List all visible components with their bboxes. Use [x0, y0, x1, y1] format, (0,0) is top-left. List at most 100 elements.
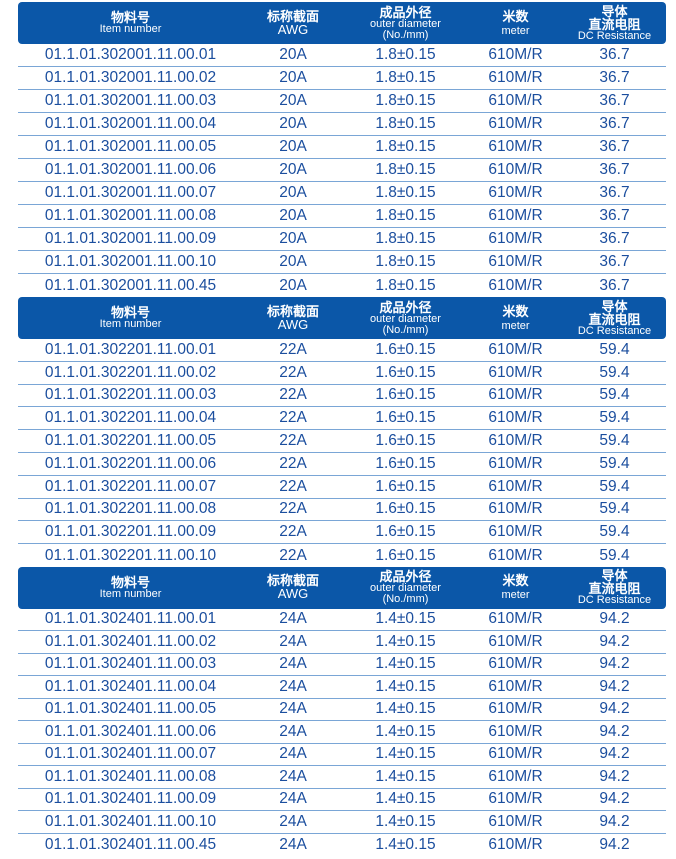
cell-meter: 610M/R [488, 790, 543, 808]
cell-outer-diameter: 1.6±0.15 [375, 523, 436, 541]
cell-awg: 20A [279, 277, 307, 294]
table-row: 01.1.01.302201.11.00.07 22A 1.6±0.15 610M/R… [18, 476, 666, 499]
cell-meter: 610M/R [488, 610, 543, 628]
cell-meter: 610M/R [488, 46, 543, 63]
cell-meter: 610M/R [488, 230, 543, 247]
cell-item-number: 01.1.01.302001.11.00.02 [44, 69, 217, 86]
cell-dc-resistance: 94.2 [599, 790, 630, 808]
header-awg: 标称截面 AWG [266, 303, 319, 332]
table-row: 01.1.01.302401.11.00.08 24A 1.4±0.15 610M/R… [18, 766, 666, 789]
cell-item-number: 01.1.01.302001.11.00.06 [44, 161, 217, 178]
table-row: 01.1.01.302201.11.00.04 22A 1.6±0.15 610M/R… [18, 407, 666, 431]
cell-item-number: 01.1.01.302001.11.00.10 [44, 253, 217, 270]
cell-outer-diameter: 1.8±0.15 [375, 46, 436, 63]
cell-awg: 24A [279, 677, 307, 695]
cell-meter: 610M/R [488, 138, 543, 155]
cell-dc-resistance: 36.7 [599, 277, 630, 294]
cell-item-number: 01.1.01.302401.11.00.05 [44, 700, 217, 718]
cell-outer-diameter: 1.8±0.15 [375, 277, 436, 294]
cell-awg: 24A [279, 722, 307, 740]
cell-item-number: 01.1.01.302201.11.00.04 [44, 409, 217, 427]
header-outer-diameter: 成品外径 outer diameter (No./mm) [370, 4, 441, 41]
table-header: 物料号 Item number 标称截面 AWG 成品外径 outer diamete… [18, 566, 666, 609]
cell-dc-resistance: 59.4 [599, 477, 630, 495]
cell-outer-diameter: 1.4±0.15 [375, 836, 436, 854]
cell-awg: 20A [279, 184, 307, 201]
cell-awg: 20A [279, 92, 307, 109]
cell-outer-diameter: 1.4±0.15 [375, 677, 436, 695]
header-outer-diameter: 成品外径 outer diameter (No./mm) [370, 299, 441, 336]
cell-dc-resistance: 36.7 [599, 253, 630, 270]
cell-item-number: 01.1.01.302001.11.00.08 [44, 207, 217, 224]
cell-item-number: 01.1.01.302401.11.00.07 [44, 745, 217, 763]
cell-dc-resistance: 94.2 [599, 722, 630, 740]
cell-meter: 610M/R [488, 69, 543, 86]
cell-meter: 610M/R [488, 386, 543, 404]
cell-outer-diameter: 1.8±0.15 [375, 184, 436, 201]
header-dc-resistance: 导体 直流电阻 DC Resistance [577, 3, 652, 42]
cell-outer-diameter: 1.6±0.15 [375, 546, 436, 564]
cell-awg: 20A [279, 69, 307, 86]
cell-item-number: 01.1.01.302001.11.00.01 [44, 46, 217, 63]
table-row: 01.1.01.302401.11.00.01 24A 1.4±0.15 610M/R… [18, 609, 666, 632]
table-row: 01.1.01.302201.11.00.01 22A 1.6±0.15 610M/R… [18, 339, 666, 362]
cell-item-number: 01.1.01.302201.11.00.07 [44, 477, 217, 495]
cell-meter: 610M/R [488, 409, 543, 427]
cell-awg: 24A [279, 767, 307, 785]
header-dc-resistance: 导体 直流电阻 DC Resistance [577, 568, 652, 607]
cell-awg: 22A [279, 409, 307, 427]
cell-outer-diameter: 1.4±0.15 [375, 790, 436, 808]
cell-awg: 20A [279, 115, 307, 132]
cell-outer-diameter: 1.8±0.15 [375, 161, 436, 178]
cell-meter: 610M/R [488, 836, 543, 854]
cell-outer-diameter: 1.4±0.15 [375, 655, 436, 673]
cell-item-number: 01.1.01.302201.11.00.03 [44, 386, 217, 404]
cell-awg: 22A [279, 386, 307, 404]
section-rows: 01.1.01.302201.11.00.01 22A 1.6±0.15 610M/R… [18, 339, 666, 567]
cell-awg: 20A [279, 161, 307, 178]
cell-meter: 610M/R [488, 700, 543, 718]
cell-dc-resistance: 36.7 [599, 138, 630, 155]
cell-item-number: 01.1.01.302001.11.00.04 [44, 115, 217, 132]
cell-outer-diameter: 1.4±0.15 [375, 812, 436, 830]
table-row: 01.1.01.302401.11.00.02 24A 1.4±0.15 610M/R… [18, 631, 666, 654]
cell-item-number: 01.1.01.302001.11.00.03 [44, 92, 217, 109]
cell-dc-resistance: 59.4 [599, 363, 630, 381]
cell-awg: 24A [279, 632, 307, 650]
header-awg: 标称截面 AWG [266, 573, 319, 602]
table-row: 01.1.01.302001.11.00.07 20A 1.8±0.15 610M/R… [18, 182, 666, 205]
header-outer-diameter: 成品外径 outer diameter (No./mm) [370, 569, 441, 606]
cell-dc-resistance: 59.4 [599, 431, 630, 449]
cell-meter: 610M/R [488, 92, 543, 109]
cell-outer-diameter: 1.4±0.15 [375, 767, 436, 785]
cell-item-number: 01.1.01.302201.11.00.06 [44, 454, 217, 472]
cell-awg: 24A [279, 745, 307, 763]
table-row: 01.1.01.302401.11.00.07 24A 1.4±0.15 610M/R… [18, 744, 666, 767]
header-awg: 标称截面 AWG [266, 8, 319, 37]
cell-meter: 610M/R [488, 632, 543, 650]
cell-dc-resistance: 36.7 [599, 161, 630, 178]
cell-outer-diameter: 1.4±0.15 [375, 745, 436, 763]
cell-dc-resistance: 94.2 [599, 836, 630, 854]
cell-dc-resistance: 59.4 [599, 546, 630, 564]
cell-item-number: 01.1.01.302201.11.00.08 [44, 500, 217, 518]
cell-outer-diameter: 1.4±0.15 [375, 700, 436, 718]
cell-meter: 610M/R [488, 431, 543, 449]
cell-item-number: 01.1.01.302401.11.00.45 [44, 836, 217, 854]
table-header: 物料号 Item number 标称截面 AWG 成品外径 outer diamete… [18, 297, 666, 339]
cell-awg: 22A [279, 546, 307, 564]
cell-dc-resistance: 36.7 [599, 115, 630, 132]
cell-outer-diameter: 1.4±0.15 [375, 610, 436, 628]
cell-dc-resistance: 36.7 [599, 69, 630, 86]
table-section: 物料号 Item number 标称截面 AWG 成品外径 outer diamete… [18, 2, 666, 297]
cell-item-number: 01.1.01.302401.11.00.01 [44, 610, 217, 628]
header-meter: 米数 meter [501, 8, 530, 37]
cell-item-number: 01.1.01.302001.11.00.45 [44, 277, 217, 294]
cell-item-number: 01.1.01.302001.11.00.07 [44, 184, 217, 201]
cell-meter: 610M/R [488, 253, 543, 270]
cell-meter: 610M/R [488, 277, 543, 294]
cell-awg: 20A [279, 46, 307, 63]
table-row: 01.1.01.302001.11.00.05 20A 1.8±0.15 610M/R… [18, 136, 666, 159]
cell-dc-resistance: 59.4 [599, 523, 630, 541]
header-item-number: 物料号 Item number [99, 305, 162, 330]
